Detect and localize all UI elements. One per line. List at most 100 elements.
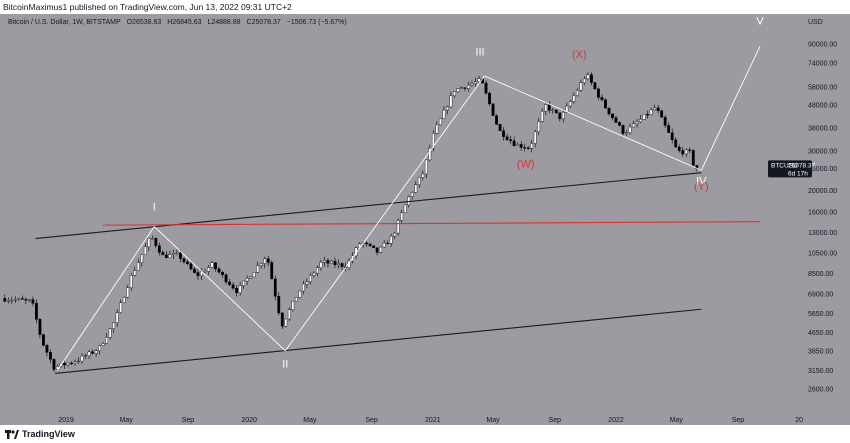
wave-label: II [282, 358, 288, 370]
candle-body [393, 232, 397, 237]
price-candle [277, 292, 281, 316]
price-candle [140, 254, 144, 267]
price-candle [136, 258, 140, 272]
candle-body [435, 124, 439, 134]
price-candle [614, 115, 618, 123]
candle-body [537, 121, 541, 132]
candle-body [38, 319, 42, 335]
price-tick-label: 3850.00 [808, 348, 833, 355]
candle-body [31, 299, 35, 304]
candle-body [604, 99, 607, 109]
candle-body [421, 173, 425, 178]
candle-body [414, 184, 418, 193]
candle-body [122, 297, 126, 303]
ohlc-low: L24888.88 [207, 19, 241, 26]
price-candle [323, 256, 326, 267]
candle-body [291, 300, 295, 310]
candle-body [49, 352, 52, 360]
candle-body [316, 267, 319, 274]
price-tick-label: 5650.00 [808, 311, 833, 318]
price-candle [417, 177, 421, 188]
price-candle [108, 328, 112, 340]
candle-body [523, 147, 527, 149]
candle-body [410, 192, 414, 197]
candle-body [235, 288, 239, 293]
price-tick-label: 6900.00 [808, 291, 833, 298]
price-candle [263, 256, 267, 269]
price-candle [207, 265, 210, 275]
chart-area[interactable] [0, 14, 850, 425]
price-candle [20, 295, 24, 300]
candle-body [157, 245, 161, 253]
candle-body [150, 238, 154, 240]
candle-body [477, 78, 481, 82]
tradingview-logo-icon [5, 429, 19, 439]
price-candle [115, 308, 119, 327]
price-candle [653, 104, 657, 111]
price-candle [337, 259, 340, 269]
candle-body [551, 109, 555, 111]
candle-body [597, 88, 600, 98]
candle-body [305, 281, 309, 285]
candle-body [119, 302, 123, 313]
candle-body [91, 351, 94, 354]
candle-body [326, 260, 330, 264]
price-candle [368, 243, 372, 248]
price-candle [670, 128, 674, 144]
candle-body [266, 258, 270, 263]
candle-body [242, 280, 246, 286]
price-tick-label: 8500.00 [808, 271, 833, 278]
price-candle [189, 260, 193, 271]
price-candle [621, 124, 625, 136]
price-candle [193, 267, 196, 274]
price-candle [273, 275, 277, 301]
candle-body [228, 281, 231, 285]
candle-body [308, 275, 312, 282]
candle-body [112, 322, 116, 329]
candle-body [611, 113, 614, 118]
price-candle [642, 114, 646, 120]
candle-body [677, 146, 681, 151]
time-tick-label: Sep [182, 417, 195, 424]
price-candle [403, 204, 407, 213]
candle-body [572, 95, 576, 102]
price-candle [38, 317, 42, 339]
price-candle [168, 250, 172, 258]
candle-body [101, 343, 105, 346]
price-candle [456, 87, 460, 94]
price-candle [628, 123, 632, 135]
price-candle [625, 129, 628, 137]
wave-IV-down-line [484, 75, 702, 171]
candle-body [438, 118, 442, 126]
price-candle [182, 257, 186, 264]
price-candle [470, 80, 474, 87]
candle-body [161, 252, 165, 256]
candle-body [628, 126, 632, 133]
candle-body [568, 101, 572, 107]
price-candle [484, 80, 488, 96]
candle-body [323, 260, 326, 263]
price-candle [438, 117, 442, 126]
wave-label: V [756, 15, 764, 27]
candle-body [98, 345, 102, 352]
time-tick-label: 20 [795, 417, 803, 424]
tradingview-logo[interactable]: TradingView [5, 429, 75, 439]
price-tick-label: 38000.00 [808, 125, 837, 132]
price-candle [575, 88, 579, 97]
time-tick-label: 2020 [241, 417, 257, 424]
candle-body [600, 97, 604, 101]
symbol-name[interactable]: Bitcoin / U.S. Dollar, 1W, BITSTAMP [8, 19, 121, 26]
price-candle [287, 307, 291, 322]
candle-body [674, 139, 678, 148]
price-candle [386, 240, 390, 245]
upper-channel-line [35, 172, 702, 240]
price-candle [491, 103, 495, 116]
price-candle [10, 296, 14, 304]
candle-body [252, 272, 256, 278]
candle-body [87, 351, 91, 356]
price-candle [238, 281, 242, 296]
price-candle [684, 148, 688, 158]
price-candle [210, 260, 214, 269]
price-candle [147, 237, 151, 252]
